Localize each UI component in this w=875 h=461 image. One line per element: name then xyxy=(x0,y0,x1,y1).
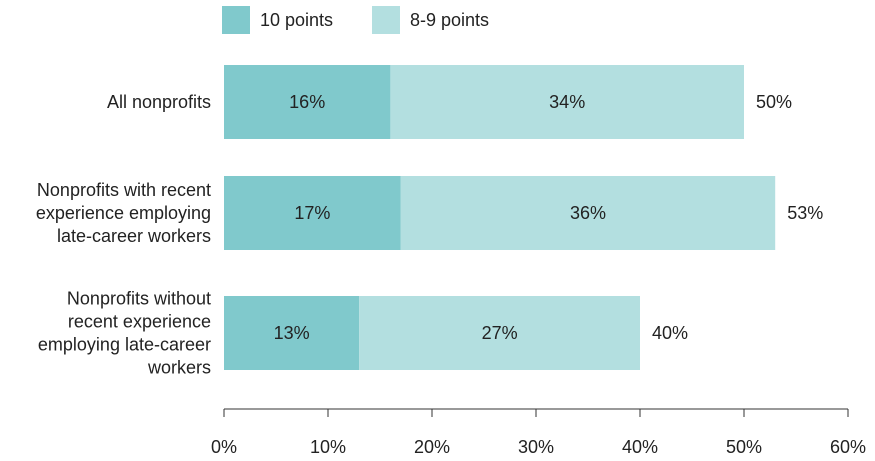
legend: 10 points 8-9 points xyxy=(222,6,489,34)
bar-label-3-series-2: 27% xyxy=(482,323,518,343)
category-label-2-line-2: experience employing xyxy=(36,203,211,223)
x-tick-label-4: 30% xyxy=(518,437,554,457)
legend-swatch-1 xyxy=(222,6,250,34)
bar-label-3-series-1: 13% xyxy=(274,323,310,343)
legend-label-2: 8-9 points xyxy=(410,10,489,30)
bar-1-series-2 xyxy=(390,65,744,139)
bars: 16% 34% 50% 17% 36% 53% 13% 27% 40% xyxy=(224,65,823,370)
x-axis: 0% 10% 20% 30% 40% 50% 60% xyxy=(211,408,866,457)
bar-2-series-2 xyxy=(400,176,776,250)
x-tick-label-3: 20% xyxy=(414,437,450,457)
category-labels: All nonprofits Nonprofits with recent expe… xyxy=(36,92,211,378)
bar-3-series-1 xyxy=(224,296,360,370)
category-label-3-line-3: employing late-career xyxy=(38,335,211,355)
category-label-2-line-1: Nonprofits with recent xyxy=(37,180,211,200)
x-tick-label-6: 50% xyxy=(726,437,762,457)
legend-label-1: 10 points xyxy=(260,10,333,30)
category-label-3-line-4: workers xyxy=(147,358,211,378)
bar-2-series-1 xyxy=(224,176,401,250)
x-tick-label-2: 10% xyxy=(310,437,346,457)
legend-swatch-2 xyxy=(372,6,400,34)
bar-3-series-2 xyxy=(359,296,640,370)
x-tick-label-5: 40% xyxy=(622,437,658,457)
total-label-3: 40% xyxy=(652,323,688,343)
x-tick-label-1: 0% xyxy=(211,437,237,457)
total-label-1: 50% xyxy=(756,92,792,112)
bar-label-1-series-1: 16% xyxy=(289,92,325,112)
bar-label-1-series-2: 34% xyxy=(549,92,585,112)
category-label-1-line-1: All nonprofits xyxy=(107,92,211,112)
category-label-3-line-1: Nonprofits without xyxy=(67,289,211,309)
bar-label-2-series-1: 17% xyxy=(294,203,330,223)
bar-label-2-series-2: 36% xyxy=(570,203,606,223)
bar-1-series-1 xyxy=(224,65,391,139)
x-tick-label-7: 60% xyxy=(830,437,866,457)
total-label-2: 53% xyxy=(787,203,823,223)
category-label-3-line-2: recent experience xyxy=(68,312,211,332)
category-label-2-line-3: late-career workers xyxy=(57,226,211,246)
